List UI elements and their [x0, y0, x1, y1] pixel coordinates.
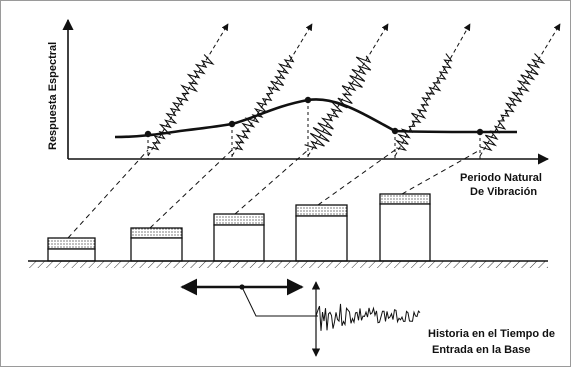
- trace-axis-arrow: [307, 23, 389, 157]
- structure-4: [295, 204, 348, 262]
- trace-axis-arrow: [231, 23, 313, 157]
- y-axis-label: Respuesta Espectral: [47, 42, 59, 150]
- response-trace: [304, 55, 372, 150]
- response-trace: [479, 53, 546, 152]
- ground: [28, 260, 548, 268]
- connector-line: [401, 149, 481, 195]
- structure-3: [213, 213, 265, 262]
- response-trace: [233, 54, 295, 151]
- response-traces: [147, 23, 561, 157]
- base-motion-arrows: [180, 278, 321, 357]
- trace-axis-arrow: [479, 23, 561, 157]
- ground-motion-time-history: [315, 303, 421, 331]
- x-axis-label-line2: De Vibración: [470, 186, 537, 198]
- connector-line: [234, 149, 309, 215]
- connector-lines: [67, 149, 481, 239]
- input-label-line1: Historia en el Tiempo de: [428, 328, 555, 340]
- response-trace: [147, 54, 215, 151]
- x-axis-label-line1: Periodo Natural: [460, 172, 542, 184]
- connector-line: [149, 149, 233, 229]
- trace-axis-arrow: [394, 23, 471, 157]
- trace-axis-arrow: [147, 23, 229, 157]
- structure-1: [47, 237, 96, 262]
- response-trace: [394, 53, 453, 151]
- structure-2: [130, 227, 183, 262]
- connector-line: [67, 149, 149, 239]
- connector-line: [317, 149, 396, 206]
- leader-line: [241, 286, 318, 317]
- structure-5: [379, 193, 431, 262]
- structures: [47, 193, 431, 262]
- input-label-line2: Entrada en la Base: [432, 344, 530, 356]
